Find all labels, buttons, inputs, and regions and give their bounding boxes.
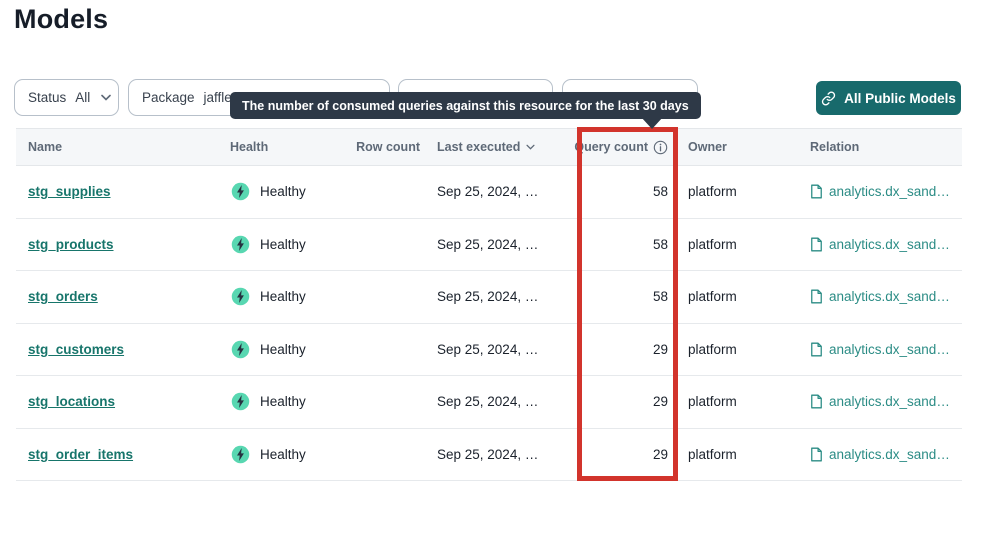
- model-name-link[interactable]: stg_customers: [28, 341, 125, 357]
- tooltip-text: The number of consumed queries against t…: [242, 98, 689, 113]
- table-row: stg_supplies Healthy Sep 25, 2024, … 58 …: [16, 166, 962, 219]
- query-count-cell: 58: [652, 184, 668, 200]
- last-executed-cell: Sep 25, 2024, …: [437, 289, 539, 305]
- document-icon: [810, 237, 823, 252]
- column-header-row-count: Row count: [356, 140, 420, 154]
- owner-cell: platform: [688, 289, 737, 305]
- info-icon[interactable]: [653, 140, 668, 155]
- owner-cell: platform: [688, 184, 737, 200]
- document-icon: [810, 289, 823, 304]
- model-name-link[interactable]: stg_orders: [28, 289, 98, 305]
- health-status-text: Healthy: [260, 341, 306, 357]
- query-count-cell: 58: [652, 289, 668, 305]
- column-header-health: Health: [230, 140, 269, 154]
- link-icon: [821, 91, 836, 105]
- query-count-tooltip: The number of consumed queries against t…: [230, 92, 701, 119]
- model-name-link[interactable]: stg_order_items: [28, 446, 134, 462]
- status-filter-label: Status: [28, 90, 67, 105]
- status-filter-value: All: [75, 90, 91, 105]
- healthy-status-icon: [230, 391, 251, 412]
- owner-cell: platform: [688, 446, 737, 462]
- table-row: stg_customers Healthy Sep 25, 2024, … 29…: [16, 324, 962, 376]
- table-body: stg_supplies Healthy Sep 25, 2024, … 58 …: [16, 166, 962, 481]
- column-header-last-executed[interactable]: Last executed: [420, 140, 570, 154]
- owner-cell: platform: [688, 236, 737, 252]
- status-filter-dropdown[interactable]: Status All: [14, 79, 119, 116]
- healthy-status-icon: [230, 181, 251, 202]
- query-count-cell: 29: [652, 446, 668, 462]
- tooltip-arrow: [641, 117, 663, 129]
- table-header-row: Name Health Row count Last executed Quer…: [16, 128, 962, 166]
- last-executed-cell: Sep 25, 2024, …: [437, 184, 539, 200]
- owner-cell: platform: [688, 341, 737, 357]
- all-public-models-label: All Public Models: [844, 90, 956, 106]
- column-header-query-count: Query count: [570, 140, 678, 155]
- table-row: stg_orders Healthy Sep 25, 2024, … 58 pl…: [16, 271, 962, 324]
- document-icon: [810, 184, 823, 199]
- health-status-text: Healthy: [260, 394, 306, 410]
- health-status-text: Healthy: [260, 446, 306, 462]
- model-name-link[interactable]: stg_locations: [28, 394, 116, 410]
- chevron-down-icon: [101, 94, 112, 101]
- relation-link[interactable]: analytics.dx_sand…: [829, 184, 950, 200]
- relation-link[interactable]: analytics.dx_sand…: [829, 236, 950, 252]
- health-status-text: Healthy: [260, 184, 306, 200]
- all-public-models-button[interactable]: All Public Models: [816, 81, 961, 115]
- health-status-text: Healthy: [260, 289, 306, 305]
- column-header-name: Name: [28, 140, 63, 154]
- document-icon: [810, 447, 823, 462]
- table-row: stg_products Healthy Sep 25, 2024, … 58 …: [16, 219, 962, 271]
- last-executed-cell: Sep 25, 2024, …: [437, 236, 539, 252]
- package-filter-label: Package: [142, 90, 195, 105]
- healthy-status-icon: [230, 234, 251, 255]
- relation-link[interactable]: analytics.dx_sand…: [829, 341, 950, 357]
- query-count-cell: 58: [652, 236, 668, 252]
- model-name-link[interactable]: stg_products: [28, 236, 114, 252]
- document-icon: [810, 342, 823, 357]
- query-count-cell: 29: [652, 341, 668, 357]
- table-row: stg_order_items Healthy Sep 25, 2024, … …: [16, 429, 962, 481]
- table-row: stg_locations Healthy Sep 25, 2024, … 29…: [16, 376, 962, 429]
- sort-chevron-icon: [526, 144, 535, 150]
- healthy-status-icon: [230, 339, 251, 360]
- relation-link[interactable]: analytics.dx_sand…: [829, 394, 950, 410]
- last-executed-cell: Sep 25, 2024, …: [437, 394, 539, 410]
- last-executed-cell: Sep 25, 2024, …: [437, 446, 539, 462]
- page-title: Models: [14, 4, 109, 34]
- healthy-status-icon: [230, 444, 251, 465]
- column-header-owner: Owner: [688, 140, 727, 154]
- owner-cell: platform: [688, 394, 737, 410]
- healthy-status-icon: [230, 286, 251, 307]
- relation-link[interactable]: analytics.dx_sand…: [829, 446, 950, 462]
- relation-link[interactable]: analytics.dx_sand…: [829, 289, 950, 305]
- health-status-text: Healthy: [260, 236, 306, 252]
- models-table: Name Health Row count Last executed Quer…: [16, 128, 962, 481]
- last-executed-cell: Sep 25, 2024, …: [437, 341, 539, 357]
- document-icon: [810, 394, 823, 409]
- model-name-link[interactable]: stg_supplies: [28, 184, 111, 200]
- column-header-relation: Relation: [810, 140, 860, 154]
- query-count-cell: 29: [652, 394, 668, 410]
